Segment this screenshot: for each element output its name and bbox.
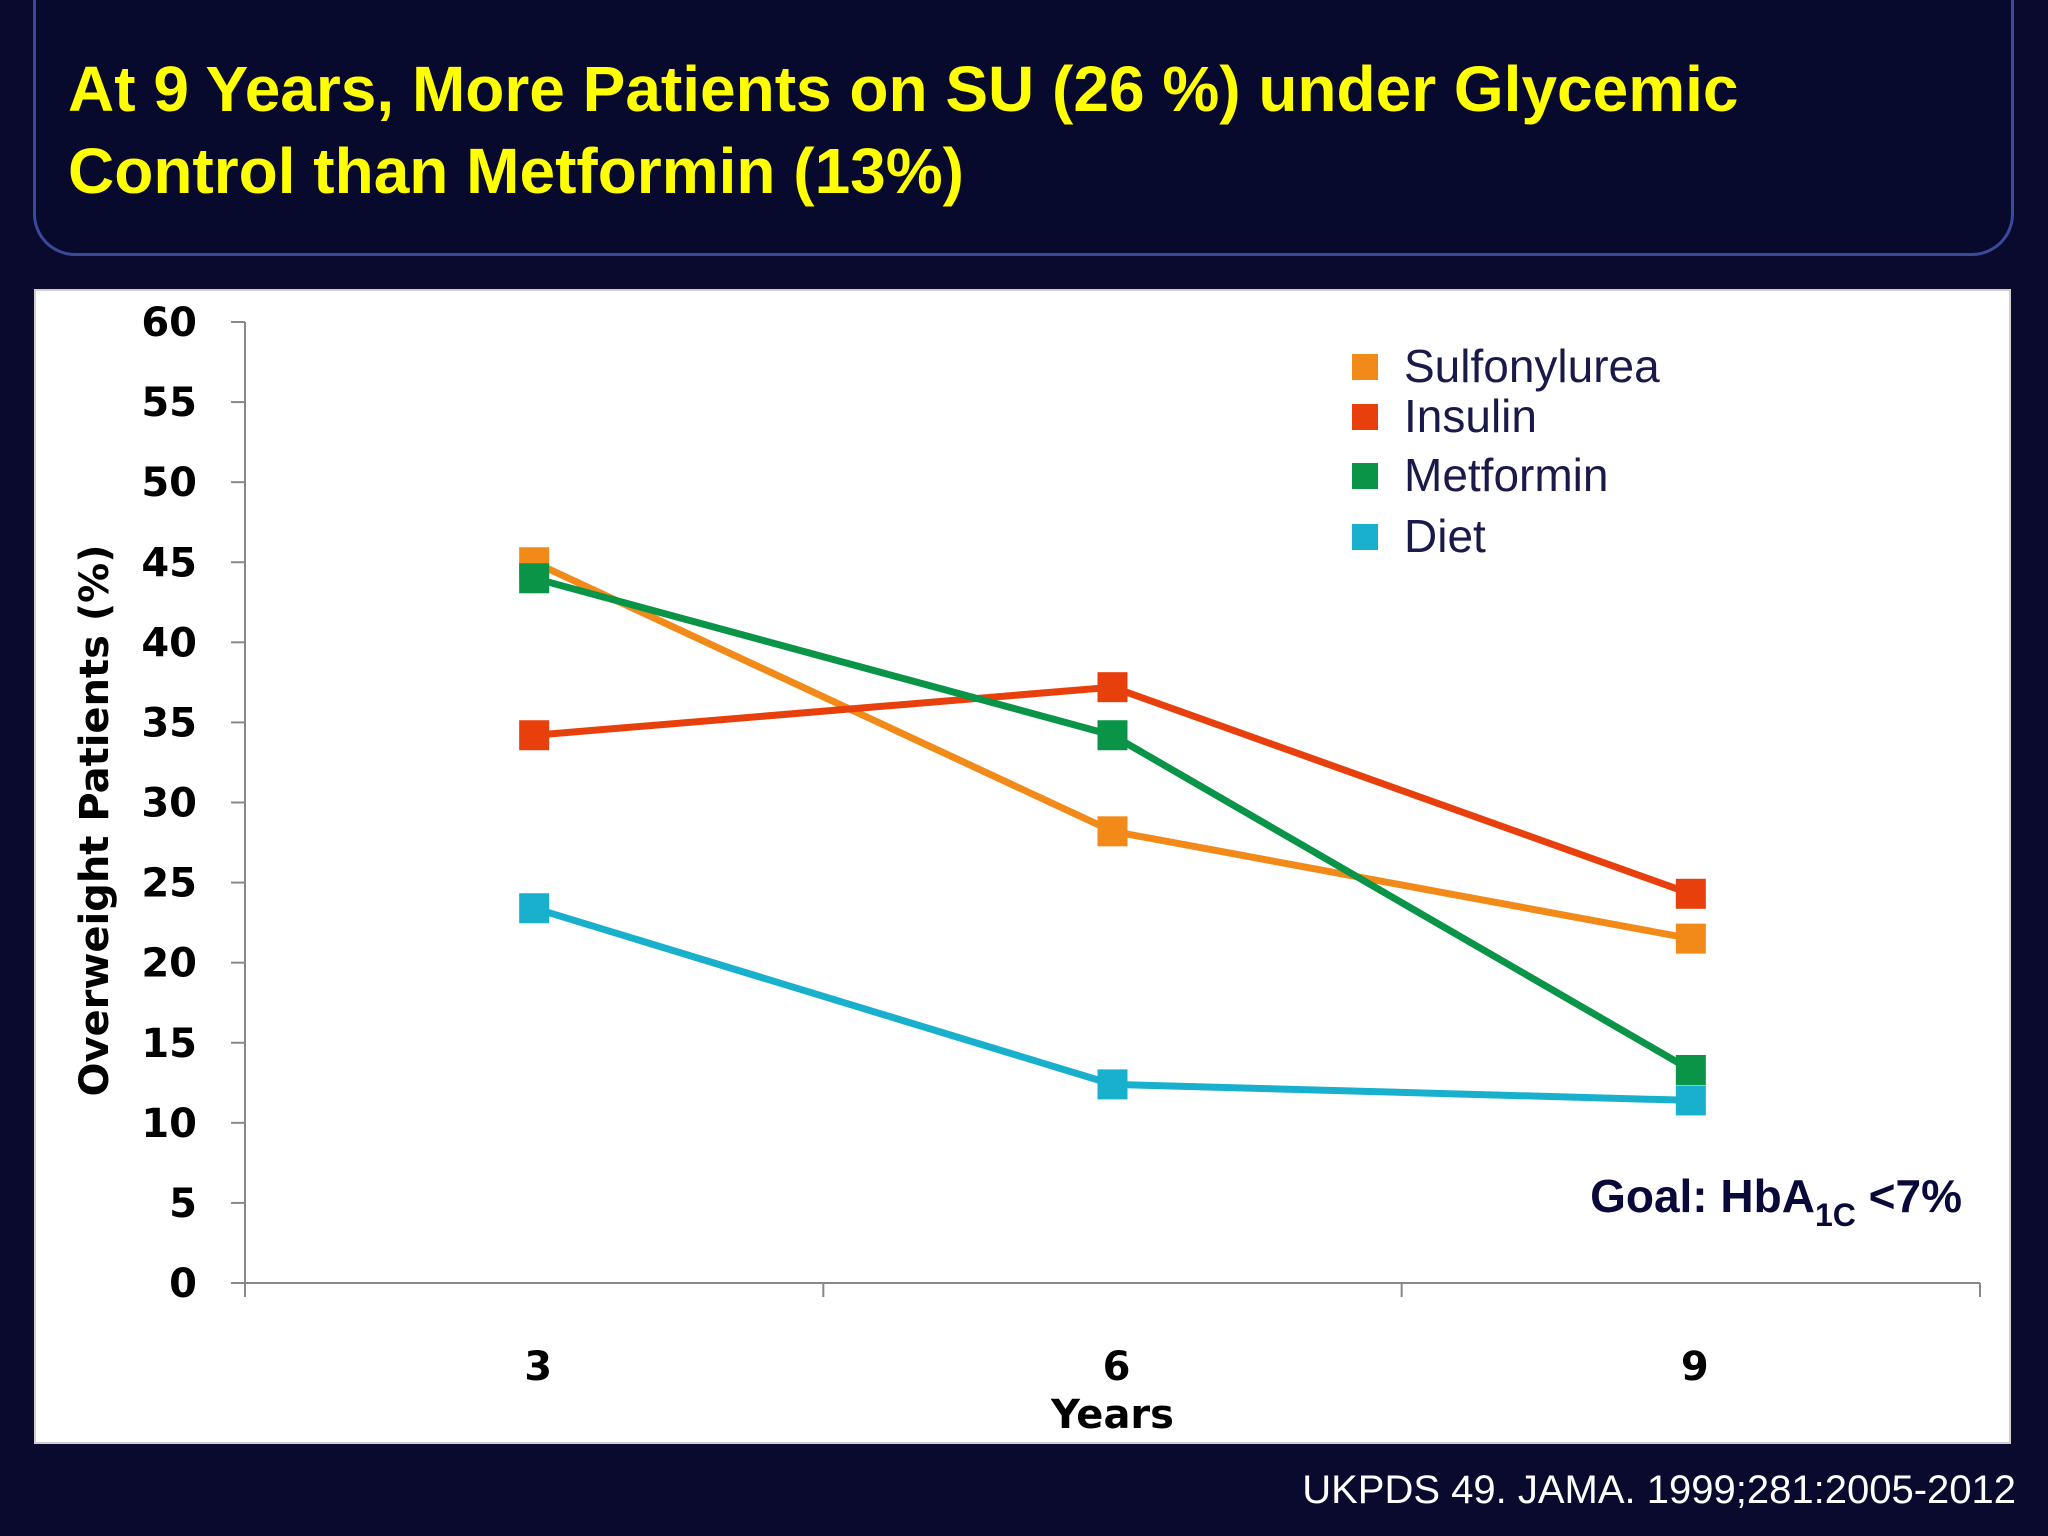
- x-axis-title: Years: [1050, 1392, 1174, 1438]
- legend-swatch-metformin: [1352, 463, 1378, 489]
- y-tick-label: 40: [141, 620, 197, 666]
- y-tick-label: 35: [141, 700, 197, 746]
- data-point-sulfonylurea: [1097, 816, 1128, 847]
- data-point-sulfonylurea: [1675, 923, 1706, 954]
- y-tick-label: 30: [141, 781, 197, 827]
- data-point-metformin: [519, 563, 550, 594]
- data-point-diet: [519, 893, 550, 924]
- legend-label-insulin: Insulin: [1404, 390, 1537, 442]
- y-tick-label: 15: [141, 1021, 197, 1067]
- legend-swatch-insulin: [1352, 404, 1378, 430]
- series-line-sulfonylurea: [532, 559, 1692, 943]
- legend-label-metformin: Metformin: [1404, 449, 1608, 501]
- goal-annotation: Goal: HbA1C <7%: [1590, 1170, 1962, 1233]
- y-tick-label: 25: [141, 861, 197, 907]
- y-tick-label: 5: [169, 1181, 197, 1227]
- series-line-insulin: [533, 683, 1693, 898]
- x-tick-label: 6: [1103, 1344, 1131, 1390]
- y-tick-label: 20: [141, 941, 197, 987]
- x-tick-label: 3: [524, 1344, 552, 1390]
- x-tick-label: 9: [1681, 1344, 1709, 1390]
- data-point-diet: [1097, 1069, 1128, 1100]
- legend-label-diet: Diet: [1404, 510, 1486, 562]
- data-point-insulin: [1675, 878, 1706, 909]
- slide-title: At 9 Years, More Patients on SU (26 %) u…: [68, 53, 1739, 207]
- chart-panel: [34, 289, 2011, 1444]
- y-tick-label: 55: [141, 380, 197, 426]
- y-tick-label: 50: [141, 460, 197, 506]
- y-axis-title: Overweight Patients (%): [72, 544, 118, 1096]
- y-tick-label: 45: [141, 540, 197, 586]
- title-box: [33, 0, 2014, 256]
- data-point-insulin: [1097, 672, 1128, 703]
- data-point-diet: [1675, 1085, 1706, 1116]
- legend-swatch-sulfonylurea: [1352, 354, 1378, 380]
- data-point-metformin: [1675, 1054, 1706, 1085]
- y-tick-label: 60: [141, 300, 197, 346]
- citation: UKPDS 49. JAMA. 1999;281:2005-2012: [1302, 1468, 2016, 1512]
- y-tick-label: 10: [141, 1101, 197, 1147]
- data-point-insulin: [519, 720, 550, 751]
- legend-swatch-diet: [1352, 524, 1378, 550]
- data-point-metformin: [1097, 720, 1128, 751]
- y-tick-label: 0: [169, 1261, 197, 1307]
- legend-label-sulfonylurea: Sulfonylurea: [1404, 340, 1660, 392]
